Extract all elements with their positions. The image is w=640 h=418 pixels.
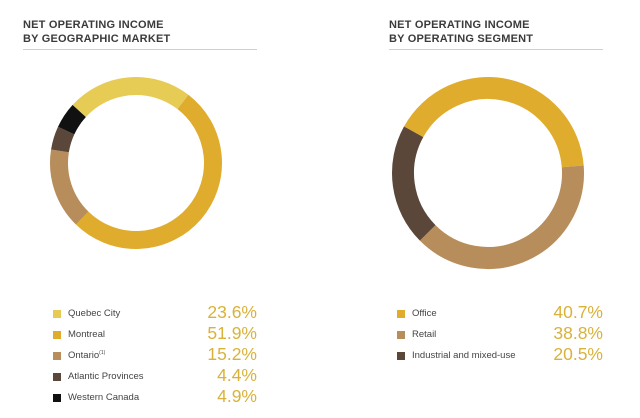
- operating-segment-chart: NET OPERATING INCOME BY OPERATING SEGMEN…: [383, 0, 603, 418]
- legend-label: Western Canada: [68, 392, 139, 403]
- chart-title-line-2: BY OPERATING SEGMENT: [389, 33, 534, 45]
- legend-label: Ontario(1): [68, 350, 105, 361]
- donut-chart: [392, 77, 584, 269]
- donut-chart: [50, 77, 222, 249]
- slice-ontario: [50, 149, 89, 225]
- geographic-market-chart: NET OPERATING INCOME BY GEOGRAPHIC MARKE…: [17, 0, 257, 418]
- chart-title-line-1: NET OPERATING INCOME: [389, 19, 530, 31]
- slice-retail: [419, 165, 584, 269]
- legend-label-text: Retail: [412, 329, 437, 340]
- legend-swatch: [53, 352, 61, 360]
- legend-label: Office: [412, 308, 437, 319]
- slice-montreal: [75, 94, 222, 249]
- chart-title-line-1: NET OPERATING INCOME: [23, 19, 164, 31]
- legend-value: 20.5%: [553, 344, 603, 364]
- legend-label-text: Quebec City: [68, 308, 121, 319]
- legend-label-text: Ontario: [68, 350, 100, 362]
- legend-item-office: Office 40.7%: [383, 302, 603, 323]
- legend-value: 4.4%: [217, 365, 257, 385]
- legend-item-ontario: Ontario(1) 15.2%: [17, 344, 257, 365]
- legend-item-atlantic-provinces: Atlantic Provinces 4.4%: [17, 365, 257, 386]
- legend-value: 38.8%: [553, 323, 603, 343]
- legend-item-quebec-city: Quebec City 23.6%: [17, 302, 257, 323]
- legend-label: Montreal: [68, 329, 105, 340]
- legend-item-retail: Retail 38.8%: [383, 323, 603, 344]
- legend-label-text: Western Canada: [68, 392, 140, 403]
- legend-item-western-canada: Western Canada 4.9%: [17, 386, 257, 407]
- legend-value: 15.2%: [207, 344, 257, 364]
- legend-label: Quebec City: [68, 308, 120, 319]
- legend-item-industrial-and-mixed-use: Industrial and mixed-use 20.5%: [383, 344, 603, 365]
- legend-label-text: Atlantic Provinces: [68, 371, 144, 382]
- legend-swatch: [397, 310, 405, 318]
- legend-swatch: [53, 310, 61, 318]
- legend-value: 23.6%: [207, 302, 257, 322]
- title-divider: [23, 49, 257, 50]
- slice-quebec-city: [72, 77, 189, 118]
- legend-swatch: [397, 352, 405, 360]
- title-divider: [389, 49, 603, 50]
- legend-label: Industrial and mixed-use: [412, 350, 516, 361]
- slice-atlantic-provinces: [51, 126, 75, 153]
- legend-value: 40.7%: [553, 302, 603, 322]
- chart-title: NET OPERATING INCOME BY OPERATING SEGMEN…: [389, 18, 533, 46]
- footnote-marker: (1): [99, 350, 106, 356]
- slice-industrial-and-mixed-use: [392, 126, 436, 241]
- legend-swatch: [397, 331, 405, 339]
- slice-western-canada: [57, 104, 87, 135]
- slice-office: [404, 77, 584, 168]
- legend-swatch: [53, 394, 61, 402]
- legend: Office 40.7% Retail 38.8% Industrial and mix…: [383, 302, 603, 365]
- legend-swatch: [53, 373, 61, 381]
- chart-title-line-2: BY GEOGRAPHIC MARKET: [23, 33, 171, 45]
- legend-swatch: [53, 331, 61, 339]
- chart-title: NET OPERATING INCOME BY GEOGRAPHIC MARKE…: [23, 18, 170, 46]
- legend-value: 4.9%: [217, 386, 257, 406]
- legend-label-text: Office: [412, 308, 437, 319]
- legend-label: Atlantic Provinces: [68, 371, 144, 382]
- legend-item-montreal: Montreal 51.9%: [17, 323, 257, 344]
- legend-value: 51.9%: [207, 323, 257, 343]
- legend-label: Retail: [412, 329, 436, 340]
- legend-label-text: Industrial and mixed-use: [412, 350, 516, 361]
- legend: Quebec City 23.6% Montreal 51.9% Ontario(1) 1…: [17, 302, 257, 407]
- legend-label-text: Montreal: [68, 329, 105, 340]
